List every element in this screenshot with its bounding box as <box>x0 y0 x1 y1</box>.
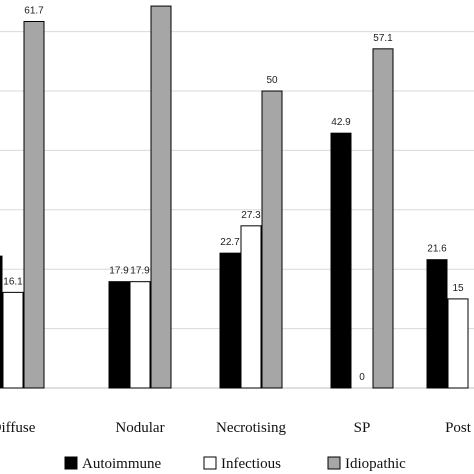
data-label: 50 <box>266 75 278 86</box>
category-label-sp: SP <box>354 420 371 436</box>
category-label-post: Post <box>445 420 472 436</box>
data-label: 16.1 <box>3 276 23 287</box>
legend-label-infectious: Infectious <box>221 456 281 472</box>
bar-infectious-necrotising <box>240 225 262 389</box>
category-label-nodular: Nodular <box>115 420 164 436</box>
bar-autoimmune-necrotising <box>219 252 241 389</box>
data-label: 21.6 <box>427 244 447 255</box>
data-label: 57.1 <box>373 33 393 44</box>
bars <box>0 5 469 389</box>
gridlines <box>0 31 474 389</box>
bar-idiopathic-diffuse <box>23 21 45 389</box>
legend-swatch-idiopathic <box>327 456 341 470</box>
data-label: 22.7 <box>220 237 240 248</box>
category-label-necrotising: Necrotising <box>216 420 286 436</box>
data-label: 61.7 <box>24 6 44 17</box>
legend-swatch-autoimmune <box>64 456 78 470</box>
bar-autoimmune-nodular <box>108 281 130 389</box>
data-label: 27.3 <box>241 210 261 221</box>
data-label: 0 <box>359 372 365 383</box>
category-label-diffuse: Diffuse <box>0 420 36 436</box>
bar-infectious-post <box>447 298 469 389</box>
data-labels: .216.161.717.917.964.322.727.35042.9057.… <box>3 0 464 383</box>
data-label: 17.9 <box>109 266 129 277</box>
legend-label-autoimmune: Autoimmune <box>82 456 162 472</box>
category-labels: Diffuse Nodular Necrotising SP Post <box>0 420 472 436</box>
bar-idiopathic-necrotising <box>261 90 283 389</box>
data-label: 15 <box>452 283 464 294</box>
bar-idiopathic-sp <box>372 48 394 389</box>
data-label: 17.9 <box>130 266 150 277</box>
legend-label-idiopathic: Idiopathic <box>345 456 406 472</box>
data-label: 64.3 <box>151 0 171 1</box>
data-label: 42.9 <box>331 117 351 128</box>
bar-autoimmune-sp <box>330 132 352 389</box>
bar-autoimmune-diffuse <box>0 255 3 389</box>
bar-idiopathic-nodular <box>150 5 172 389</box>
bar-infectious-diffuse <box>2 291 24 389</box>
bar-infectious-nodular <box>129 281 151 389</box>
bar-autoimmune-post <box>426 259 448 389</box>
legend-swatch-infectious <box>203 456 217 470</box>
legend: Autoimmune Infectious Idiopathic <box>64 456 406 472</box>
